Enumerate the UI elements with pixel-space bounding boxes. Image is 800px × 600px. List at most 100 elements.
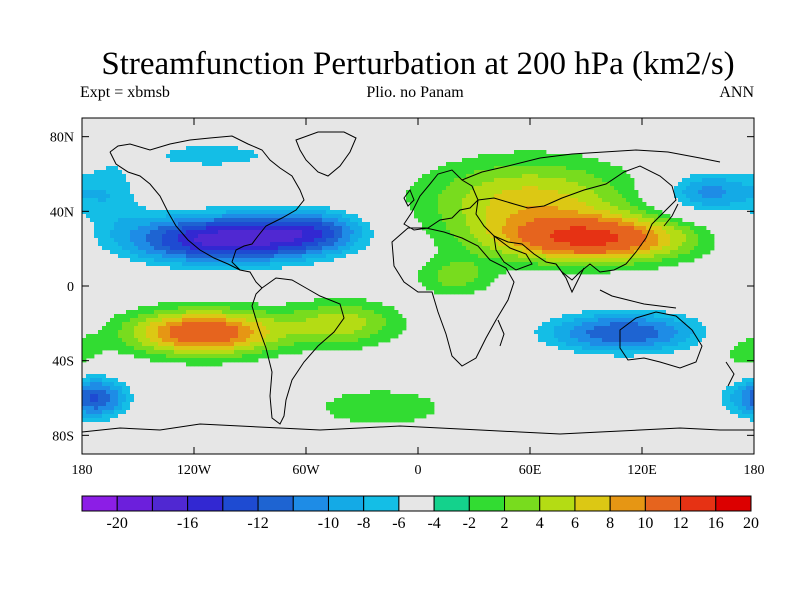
contour-cell [382, 310, 387, 315]
contour-cell [194, 146, 199, 151]
contour-cell [622, 302, 627, 307]
contour-cell [442, 198, 447, 203]
contour-cell [298, 302, 303, 307]
contour-cell [146, 254, 151, 259]
contour-cell [314, 238, 319, 243]
contour-cell [302, 270, 307, 275]
contour-cell [246, 314, 251, 319]
contour-cell [686, 174, 691, 179]
contour-cell [738, 218, 743, 223]
contour-cell [698, 238, 703, 243]
contour-cell [702, 166, 707, 171]
contour-cell [538, 254, 543, 259]
contour-cell [714, 166, 719, 171]
contour-cell [470, 266, 475, 271]
contour-cell [250, 210, 255, 215]
contour-cell [638, 334, 643, 339]
contour-cell [666, 234, 671, 239]
contour-cell [366, 334, 371, 339]
contour-cell [674, 242, 679, 247]
contour-cell [566, 174, 571, 179]
contour-cell [462, 182, 467, 187]
contour-cell [186, 170, 191, 175]
contour-cell [630, 310, 635, 315]
contour-cell [170, 206, 175, 211]
contour-cell [494, 222, 499, 227]
contour-cell [578, 306, 583, 311]
contour-cell [638, 314, 643, 319]
contour-cell [230, 266, 235, 271]
contour-cell [650, 238, 655, 243]
contour-cell [554, 238, 559, 243]
contour-cell [210, 138, 215, 143]
contour-cell [114, 242, 119, 247]
contour-cell [130, 322, 135, 327]
contour-cell [218, 326, 223, 331]
contour-cell [170, 230, 175, 235]
contour-cell [242, 310, 247, 315]
contour-cell [586, 234, 591, 239]
contour-cell [430, 178, 435, 183]
contour-cell [102, 254, 107, 259]
contour-cell [138, 226, 143, 231]
contour-cell [542, 210, 547, 215]
contour-cell [670, 190, 675, 195]
contour-cell [138, 150, 143, 155]
contour-cell [526, 242, 531, 247]
contour-cell [134, 206, 139, 211]
contour-cell [350, 218, 355, 223]
contour-cell [514, 258, 519, 263]
contour-cell [574, 178, 579, 183]
contour-cell [510, 246, 515, 251]
contour-cell [570, 242, 575, 247]
contour-cell [178, 322, 183, 327]
contour-cell [750, 162, 754, 167]
contour-cell [642, 258, 647, 263]
contour-cell [222, 246, 227, 251]
contour-cell [238, 206, 243, 211]
contour-cell [362, 250, 367, 255]
contour-cell [194, 154, 199, 159]
contour-cell [746, 206, 751, 211]
contour-cell [242, 334, 247, 339]
contour-cell [282, 322, 287, 327]
contour-cell [606, 318, 611, 323]
contour-cell [274, 310, 279, 315]
contour-cell [346, 310, 351, 315]
contour-cell [622, 330, 627, 335]
contour-cell [166, 170, 171, 175]
contour-cell [542, 202, 547, 207]
contour-cell [94, 238, 99, 243]
contour-cell [142, 166, 147, 171]
contour-cell [642, 322, 647, 327]
contour-cell [570, 210, 575, 215]
contour-cell [198, 214, 203, 219]
contour-cell [338, 314, 343, 319]
contour-cell [218, 214, 223, 219]
contour-cell [694, 178, 699, 183]
contour-cell [178, 258, 183, 263]
contour-cell [238, 250, 243, 255]
contour-cell [678, 246, 683, 251]
contour-cell [314, 322, 319, 327]
contour-cell [594, 330, 599, 335]
contour-cell [278, 318, 283, 323]
contour-cell [666, 258, 671, 263]
contour-cell [598, 238, 603, 243]
contour-cell [474, 254, 479, 259]
contour-cell [626, 182, 631, 187]
contour-cell [654, 242, 659, 247]
contour-cell [142, 218, 147, 223]
contour-cell [606, 206, 611, 211]
contour-cell [118, 322, 123, 327]
contour-cell [514, 226, 519, 231]
contour-cell [570, 234, 575, 239]
contour-cell [454, 166, 459, 171]
contour-cell [166, 326, 171, 331]
contour-cell [158, 226, 163, 231]
contour-cell [474, 274, 479, 279]
contour-cell [114, 246, 119, 251]
contour-cell [266, 142, 271, 147]
contour-cell [486, 258, 491, 263]
contour-cell [254, 246, 259, 251]
